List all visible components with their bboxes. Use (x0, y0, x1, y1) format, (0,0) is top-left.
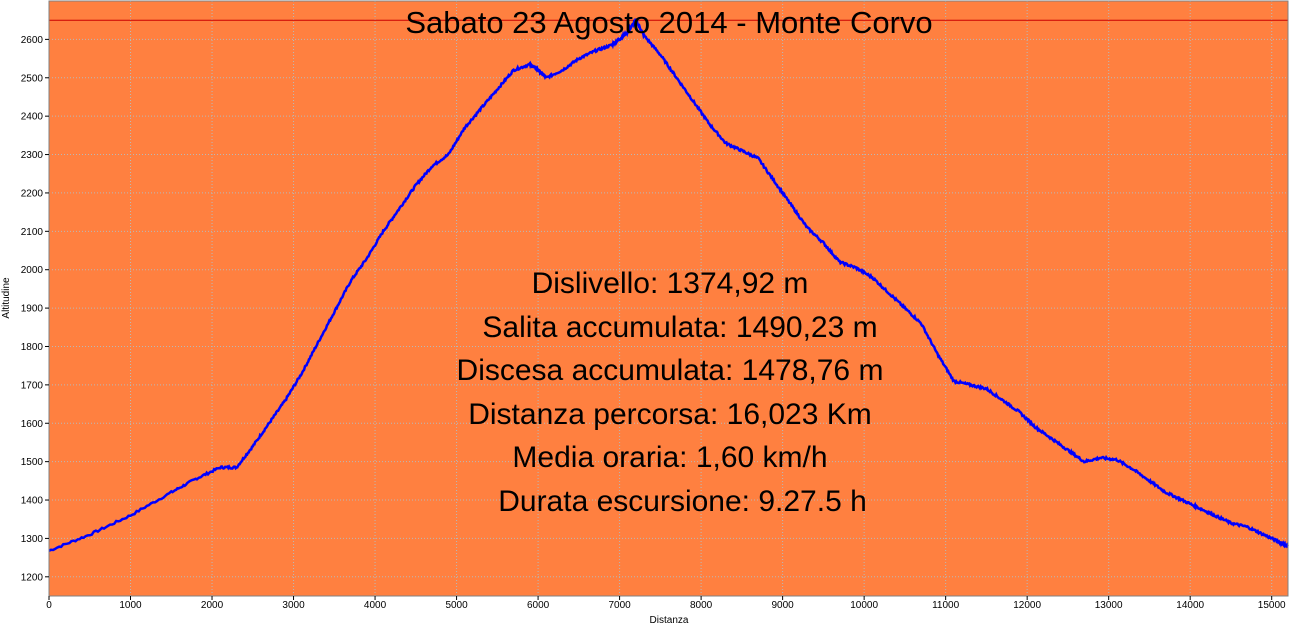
y-axis-label: Altitudine (1, 277, 12, 319)
stats-panel: Dislivello: 1374,92 m Salita accumulata:… (380, 262, 960, 523)
x-tick-label: 10000 (850, 600, 878, 611)
x-tick-label: 7000 (608, 600, 631, 611)
x-tick-label: 9000 (771, 600, 794, 611)
x-tick-label: 1000 (119, 600, 142, 611)
x-tick-label: 8000 (690, 600, 713, 611)
plot-background (49, 1, 1288, 596)
y-tick-label: 1900 (21, 304, 44, 315)
x-tick-label: 5000 (445, 600, 468, 611)
y-tick-label: 1500 (21, 457, 44, 468)
y-tick-label: 1700 (21, 380, 44, 391)
plot-frame (48, 0, 1289, 597)
y-tick-label: 2000 (21, 265, 44, 276)
x-tick-label: 13000 (1095, 600, 1123, 611)
y-tick-label: 1300 (21, 534, 44, 545)
x-tick-label: 15000 (1258, 600, 1286, 611)
y-tick-label: 2300 (21, 150, 44, 161)
x-tick-label: 2000 (201, 600, 224, 611)
x-tick-label: 11000 (932, 600, 960, 611)
y-tick-label: 1400 (21, 496, 44, 507)
y-axis-ticks: 1200 1300 1400 1500 1600 1700 1800 1900 2000 2100… (21, 35, 49, 583)
stat-discesa: Discesa accumulata: 1478,76 m (456, 354, 884, 387)
x-tick-label: 0 (46, 600, 52, 611)
y-tick-label: 2600 (21, 35, 44, 46)
stat-media: Media oraria: 1,60 km/h (512, 441, 828, 474)
x-tick-label: 4000 (364, 600, 387, 611)
x-tick-label: 12000 (1013, 600, 1041, 611)
y-tick-label: 1200 (21, 572, 44, 583)
x-tick-label: 3000 (282, 600, 305, 611)
y-tick-label: 2500 (21, 73, 44, 84)
stat-salita: Salita accumulata: 1490,23 m (482, 310, 878, 344)
x-axis-ticks: 0 1000 2000 3000 4000 5000 6000 7000 8000 9000 100… (46, 596, 1286, 611)
y-tick-label: 1600 (21, 419, 44, 430)
y-tick-label: 2100 (21, 227, 44, 238)
stat-durata: Durata escursione: 9.27.5 h (498, 484, 867, 518)
x-tick-label: 6000 (527, 600, 550, 611)
x-tick-label: 14000 (1176, 600, 1204, 611)
series-elevation-profile (48, 18, 1289, 552)
y-tick-label: 1800 (21, 342, 44, 353)
stat-distanza: Distanza percorsa: 16,023 Km (468, 397, 872, 431)
y-tick-label: 2400 (21, 112, 44, 123)
x-axis-label: Distanza (650, 615, 689, 626)
y-tick-label: 2200 (21, 188, 44, 199)
chart-title: Sabato 23 Agosto 2014 - Monte Corvo (405, 5, 932, 40)
stat-dislivello: Dislivello: 1374,92 m (531, 267, 809, 300)
